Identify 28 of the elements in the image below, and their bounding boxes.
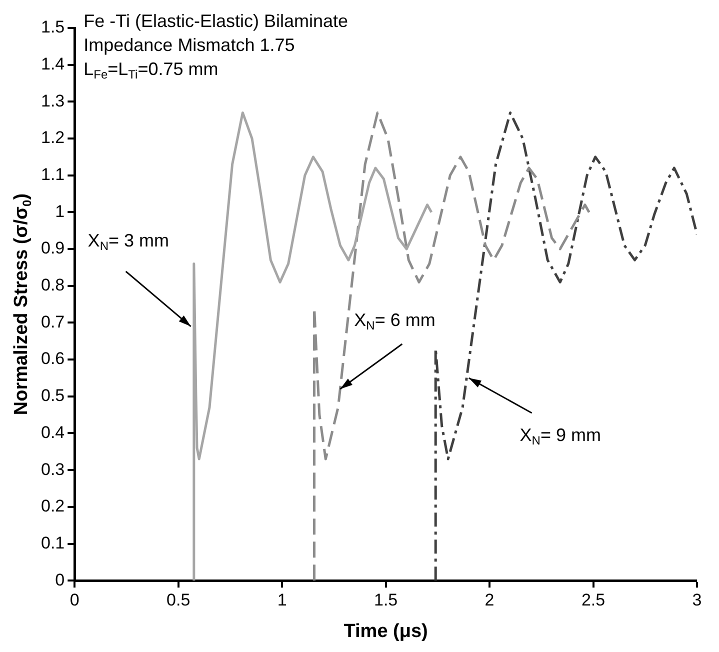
y-tick-label: 1 [55, 202, 65, 221]
x-tick-label: 2.5 [581, 590, 606, 610]
x-tick-label: 1.5 [374, 590, 398, 610]
y-tick-label: 0.7 [40, 312, 65, 332]
y-tick-label: 0 [55, 570, 65, 590]
x-tick-label: 0.5 [166, 590, 190, 610]
annotation: Impedance Mismatch 1.75 [84, 34, 295, 55]
y-tick-label: 0.8 [40, 276, 65, 295]
y-tick-label: 0.2 [40, 496, 65, 516]
y-tick-label: 0.1 [40, 533, 65, 552]
x-tick-label: 2 [484, 590, 494, 610]
y-tick-label: 1.5 [40, 18, 65, 37]
annotation: Fe -Ti (Elastic-Elastic) Bilaminate [84, 10, 348, 31]
x-tick-label: 0 [70, 590, 80, 610]
y-axis-title: Normalized Stress (σ/σ0) [11, 193, 34, 416]
x-tick-label: 3 [692, 590, 702, 610]
y-tick-label: 1.4 [40, 54, 65, 74]
y-tick-label: 0.9 [40, 238, 65, 258]
x-axis-title: Time (μs) [344, 621, 428, 642]
y-tick-label: 1.3 [40, 91, 65, 110]
y-tick-label: 0.4 [40, 422, 65, 442]
x-tick-label: 1 [277, 590, 287, 610]
y-tick-label: 0.3 [40, 460, 65, 479]
line-series [434, 111, 697, 581]
y-tick-label: 0.6 [40, 349, 65, 368]
y-tick-label: 1.2 [40, 128, 65, 148]
y-tick-label: 1.1 [40, 165, 65, 184]
y-tick-label: 0.5 [40, 386, 65, 406]
